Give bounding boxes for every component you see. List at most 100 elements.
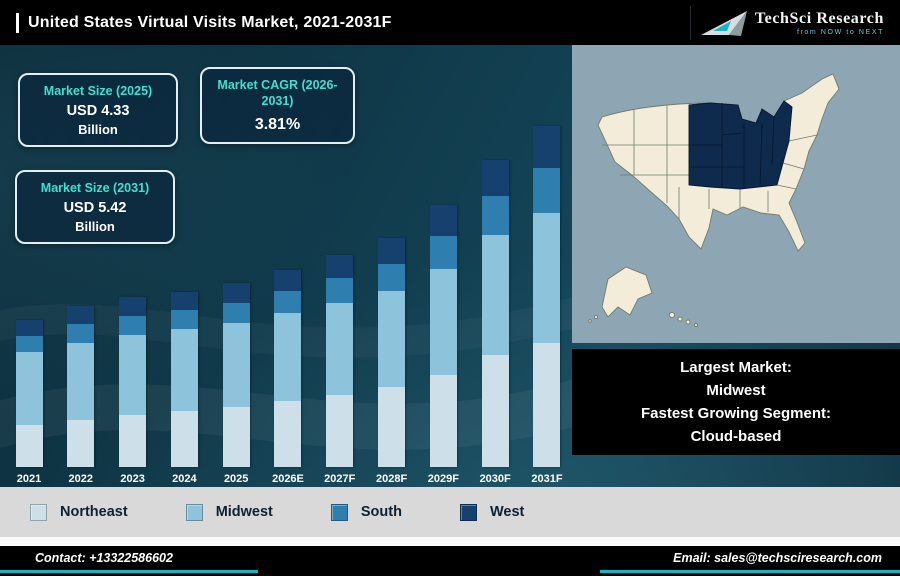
bar-stack <box>429 205 457 467</box>
market-size-2031-box: Market Size (2031) USD 5.42 Billion <box>15 170 175 245</box>
market-size-2025-box: Market Size (2025) USD 4.33 Billion <box>18 73 178 148</box>
bar-2031F: 2031F <box>530 126 564 487</box>
x-axis-label: 2024 <box>172 473 197 485</box>
bar-segment-northeast <box>274 401 302 467</box>
bar-segment-northeast <box>429 375 457 467</box>
bar-segment-midwest <box>222 323 250 407</box>
bar-segment-south <box>15 336 43 352</box>
bar-stack <box>222 283 250 467</box>
bar-segment-south <box>170 310 198 329</box>
us-map-panel <box>572 45 900 343</box>
bar-2027F: 2027F <box>323 255 357 487</box>
bar-2030F: 2030F <box>478 160 512 487</box>
bar-2021: 2021 <box>12 320 46 487</box>
title-wrap: United States Virtual Visits Market, 202… <box>0 12 392 33</box>
x-axis-label: 2029F <box>427 473 459 485</box>
legend-swatch-south <box>330 503 348 521</box>
callout-line: Cloud-based <box>690 428 782 446</box>
bar-segment-south <box>222 303 250 323</box>
bar-stack <box>378 238 406 467</box>
logo-name: TechSci Research <box>754 9 884 27</box>
alaska-island <box>593 314 599 320</box>
bar-segment-midwest <box>67 343 95 420</box>
hawaii-island <box>677 316 683 322</box>
bar-stack <box>533 126 561 467</box>
bar-stack <box>119 297 147 467</box>
bar-segment-midwest <box>378 291 406 387</box>
legend-swatch-northeast <box>30 503 47 521</box>
market-size-2025-value: USD 4.33 <box>66 103 130 120</box>
contact-underline <box>0 570 258 573</box>
legend-swatch-midwest <box>185 503 203 521</box>
bar-segment-west <box>378 238 406 264</box>
chart-legend: Northeast Midwest South West <box>0 487 900 537</box>
bar-stack <box>15 320 43 467</box>
bar-segment-midwest <box>481 235 509 355</box>
logo-text: TechSci Research from NOW to NEXT <box>755 10 884 36</box>
logo-tagline: from NOW to NEXT <box>796 28 884 36</box>
stacked-bar-chart: 2021 2022 2023 2024 2025 2026E 2027F 2028F 2029F… <box>12 85 564 487</box>
bar-2025: 2025 <box>219 283 253 487</box>
bar-segment-midwest <box>119 335 147 415</box>
legend-item-south: South <box>330 503 402 521</box>
main-canvas: 2021 2022 2023 2024 2025 2026E 2027F 2028F 2029F… <box>0 45 900 487</box>
hawaii-island <box>668 311 676 319</box>
bar-segment-northeast <box>222 407 250 467</box>
bar-segment-south <box>481 196 509 235</box>
x-axis-label: 2025 <box>223 473 249 485</box>
market-cagr-box: Market CAGR (2026-2031) 3.81% <box>200 67 355 144</box>
techsci-logo: TechSci Research from NOW to NEXT <box>689 5 898 40</box>
bar-segment-northeast <box>378 387 406 467</box>
bar-stack <box>274 270 302 467</box>
hawaii-island <box>685 319 691 325</box>
bar-2022: 2022 <box>64 306 98 487</box>
contact-text: Contact: +13322586602 <box>35 551 173 565</box>
market-size-2031-label: Market Size (2031) <box>40 181 150 195</box>
logo-arrow-icon <box>700 10 747 36</box>
x-axis-label: 2023 <box>120 473 145 485</box>
market-size-2025-label: Market Size (2025) <box>43 84 153 98</box>
market-cagr-label: Market CAGR (2026-2031) <box>217 78 338 109</box>
x-axis-label: 2028F <box>375 473 408 485</box>
bar-segment-northeast <box>170 411 198 467</box>
legend-item-northeast: Northeast <box>30 503 128 521</box>
email-text: Email: sales@techsciresearch.com <box>673 551 882 565</box>
bar-segment-south <box>378 264 406 291</box>
x-axis-label: 2030F <box>479 473 511 485</box>
bar-segment-west <box>170 292 198 310</box>
legend-label: Midwest <box>215 504 273 520</box>
alaska-island <box>588 319 592 323</box>
x-axis-label: 2031F <box>531 473 563 485</box>
bar-2026E: 2026E <box>271 270 305 487</box>
bar-segment-northeast <box>67 420 95 467</box>
legend-swatch-west <box>459 503 477 521</box>
bar-2023: 2023 <box>116 297 150 487</box>
bar-segment-west <box>67 306 95 324</box>
bar-2029F: 2029F <box>426 205 460 487</box>
bar-segment-midwest <box>326 303 354 395</box>
bar-segment-northeast <box>326 395 354 467</box>
bar-segment-northeast <box>15 425 43 467</box>
title-accent-bar <box>16 12 19 33</box>
bar-segment-northeast <box>533 343 561 467</box>
legend-label: West <box>489 504 525 520</box>
bar-segment-south <box>429 236 457 269</box>
bar-segment-west <box>119 297 147 316</box>
state-borders <box>602 105 818 219</box>
callout-box: Largest Market: Midwest Fastest Growing Se… <box>572 349 900 455</box>
bar-stack <box>170 292 198 467</box>
bar-segment-west <box>326 255 354 278</box>
alaska-shape <box>601 266 653 318</box>
divider-strip <box>0 537 900 546</box>
x-axis-label: 2022 <box>68 473 94 485</box>
legend-label: South <box>360 504 402 520</box>
bar-segment-west <box>481 160 509 196</box>
callout-line: Midwest <box>706 381 766 399</box>
bar-2028F: 2028F <box>375 238 409 487</box>
bar-stack <box>326 255 354 467</box>
bar-segment-west <box>533 126 561 168</box>
bar-segment-south <box>274 291 302 313</box>
footer-bar: Contact: +13322586602 Email: sales@techs… <box>0 546 900 576</box>
market-size-2031-value: USD 5.42 <box>63 200 127 217</box>
bar-segment-midwest <box>274 313 302 401</box>
